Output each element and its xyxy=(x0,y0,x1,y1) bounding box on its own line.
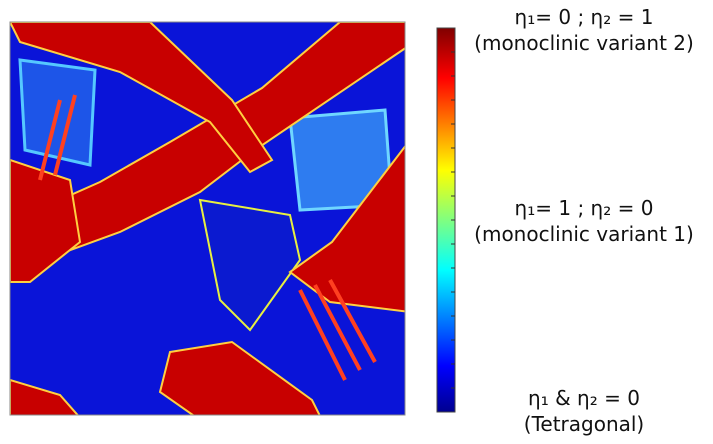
label-line: (monoclinic variant 1) xyxy=(455,221,713,247)
colorbar-label: η₁ & η₂ = 0 (Tetragonal) xyxy=(455,385,713,437)
label-line: η₁= 1 ; η₂ = 0 xyxy=(455,195,713,221)
label-line: (Tetragonal) xyxy=(455,411,713,437)
colorbar-label: η₁= 1 ; η₂ = 0 (monoclinic variant 1) xyxy=(455,195,713,247)
label-line: η₁ & η₂ = 0 xyxy=(455,385,713,411)
microstructure-image xyxy=(10,22,410,420)
colorbar-label: η₁= 0 ; η₂ = 1 (monoclinic variant 2) xyxy=(455,4,713,56)
label-line: (monoclinic variant 2) xyxy=(455,30,713,56)
label-line: η₁= 0 ; η₂ = 1 xyxy=(455,4,713,30)
figure: η₁= 0 ; η₂ = 1 (monoclinic variant 2) η₁… xyxy=(0,0,713,444)
